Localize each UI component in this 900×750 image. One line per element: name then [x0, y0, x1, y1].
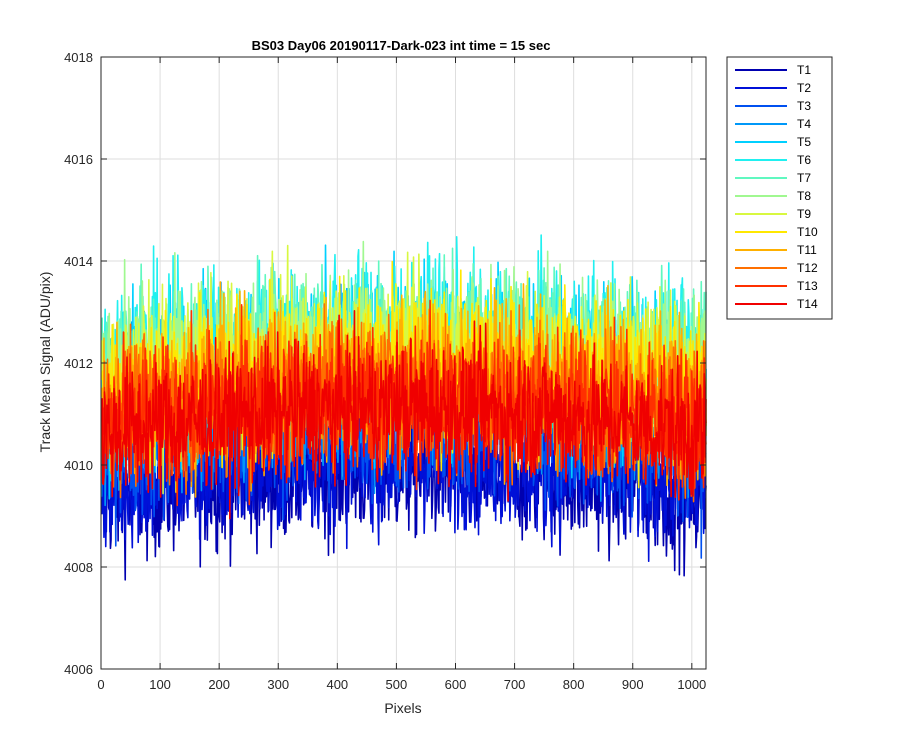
x-tick-label: 400 [326, 677, 348, 692]
legend-label-t3: T3 [797, 99, 811, 113]
y-tick-label: 4012 [64, 356, 93, 371]
x-axis-label: Pixels [384, 700, 421, 716]
y-tick-label: 4014 [64, 254, 93, 269]
y-tick-label: 4016 [64, 152, 93, 167]
y-tick-label: 4006 [64, 662, 93, 677]
x-tick-label: 300 [267, 677, 289, 692]
legend-label-t1: T1 [797, 63, 811, 77]
legend-label-t2: T2 [797, 81, 811, 95]
legend-label-t8: T8 [797, 189, 811, 203]
legend-label-t9: T9 [797, 207, 811, 221]
x-tick-label: 600 [445, 677, 467, 692]
legend-label-t7: T7 [797, 171, 811, 185]
x-tick-label: 500 [386, 677, 408, 692]
x-tick-label: 1000 [677, 677, 706, 692]
legend-label-t5: T5 [797, 135, 811, 149]
legend-label-t4: T4 [797, 117, 811, 131]
x-tick-label: 700 [504, 677, 526, 692]
x-tick-label: 0 [97, 677, 104, 692]
series-line-t14 [100, 310, 707, 520]
y-tick-labels: 4006 4008 4010 4012 4014 4016 4018 [64, 50, 93, 677]
legend-label-t13: T13 [797, 279, 818, 293]
x-tick-label: 100 [149, 677, 171, 692]
y-tick-label: 4018 [64, 50, 93, 65]
series-layer [100, 234, 707, 581]
legend-label-t14: T14 [797, 297, 818, 311]
x-tick-label: 900 [622, 677, 644, 692]
legend-label-t6: T6 [797, 153, 811, 167]
y-tick-label: 4008 [64, 560, 93, 575]
axes [100, 56, 707, 670]
legend: T1 T2 T3 T4 T5 T6 T7 T8 T9 T10 T11 T12 T13 T14 [726, 56, 833, 320]
chart-title: BS03 Day06 20190117-Dark-023 int time = … [252, 38, 551, 53]
y-axis-label: Track Mean Signal (ADU/pix) [37, 272, 53, 453]
legend-label-t12: T12 [797, 261, 818, 275]
x-tick-label: 200 [208, 677, 230, 692]
legend-label-t11: T11 [797, 243, 817, 257]
x-tick-label: 800 [563, 677, 585, 692]
legend-label-t10: T10 [797, 225, 818, 239]
x-tick-labels: 0 100 200 300 400 500 600 700 800 900 1000 [97, 677, 706, 692]
legend-box [726, 56, 833, 320]
y-tick-label: 4010 [64, 458, 93, 473]
